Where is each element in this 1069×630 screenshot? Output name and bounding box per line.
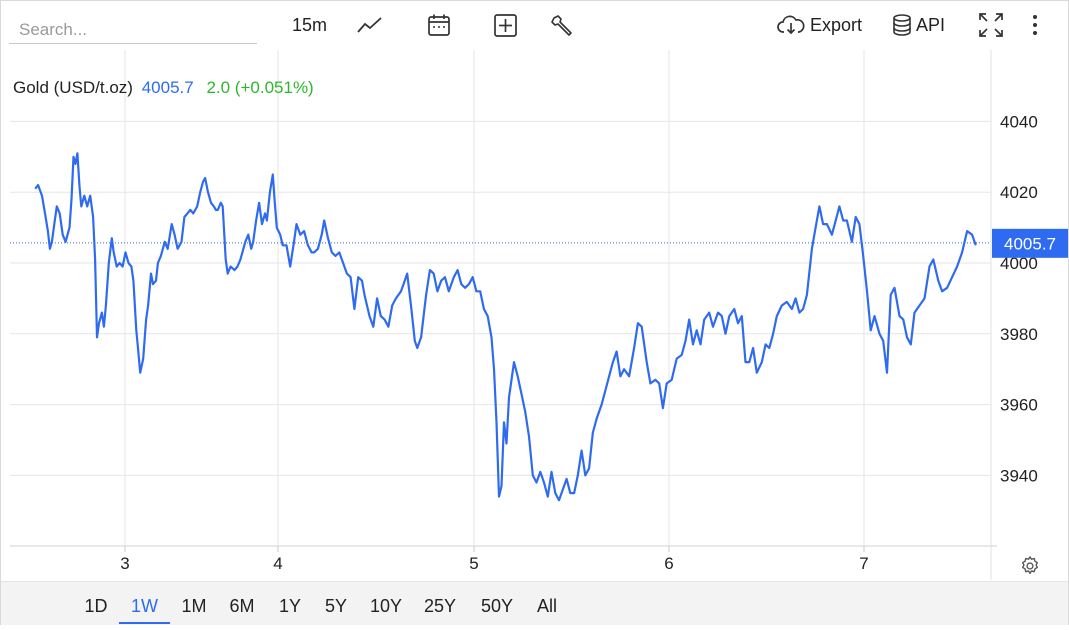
range-5y[interactable]: 5Y bbox=[324, 596, 348, 616]
legend-change: 2.0 (+0.051%) bbox=[206, 78, 314, 97]
x-tick-label: 5 bbox=[469, 554, 478, 573]
x-tick-label: 6 bbox=[664, 554, 673, 573]
range-all[interactable]: All bbox=[536, 596, 557, 616]
range-10y[interactable]: 10Y bbox=[369, 596, 403, 616]
x-tick-label: 7 bbox=[859, 554, 868, 573]
x-tick-label: 4 bbox=[273, 554, 282, 573]
line-chart-icon[interactable] bbox=[357, 10, 383, 40]
range-1d[interactable]: 1D bbox=[84, 596, 108, 616]
y-tick-label: 4020 bbox=[1000, 183, 1038, 202]
range-1m[interactable]: 1M bbox=[181, 596, 207, 616]
legend-instrument-name: Gold (USD/t.oz) bbox=[13, 78, 133, 97]
range-1w[interactable]: 1W bbox=[119, 582, 170, 624]
last-price-badge-label: 4005.7 bbox=[1004, 234, 1056, 253]
plus-box-icon[interactable] bbox=[494, 10, 517, 40]
legend-price: 4005.7 bbox=[141, 78, 194, 97]
api-button[interactable]: API bbox=[892, 10, 945, 40]
y-tick-label: 3960 bbox=[1000, 396, 1038, 415]
y-tick-label: 4040 bbox=[1000, 112, 1038, 131]
range-25y[interactable]: 25Y bbox=[423, 596, 457, 616]
calendar-icon[interactable] bbox=[427, 10, 451, 40]
search-input[interactable] bbox=[9, 13, 257, 44]
database-icon bbox=[893, 14, 911, 36]
x-tick-label: 3 bbox=[120, 554, 129, 573]
settings-gear-icon[interactable] bbox=[1019, 551, 1041, 581]
cloud-download-icon bbox=[777, 15, 805, 35]
y-tick-label: 4000 bbox=[1000, 254, 1038, 273]
y-tick-label: 3940 bbox=[1000, 466, 1038, 485]
range-6m[interactable]: 6M bbox=[229, 596, 255, 616]
range-50y[interactable]: 50Y bbox=[480, 596, 514, 616]
export-label: Export bbox=[810, 14, 863, 35]
price-chart[interactable]: 3940 3960 3980 4000 4020 4040 3 4 5 6 7 4005.7 bbox=[0, 0, 1069, 580]
api-label: API bbox=[916, 14, 946, 35]
price-series-line bbox=[34, 152, 977, 502]
wrench-icon[interactable] bbox=[551, 10, 575, 40]
chart-legend: Gold (USD/t.oz) 4005.7 2.0 (+0.051%) bbox=[13, 78, 314, 98]
last-price-badge bbox=[992, 228, 1068, 258]
fullscreen-icon[interactable] bbox=[978, 10, 1004, 40]
interval-label: 15m bbox=[292, 14, 328, 35]
interval-selector[interactable]: 15m bbox=[292, 10, 327, 40]
y-tick-label: 3980 bbox=[1000, 325, 1038, 344]
export-button[interactable]: Export bbox=[777, 10, 862, 40]
more-vert-icon[interactable] bbox=[1029, 10, 1041, 40]
time-range-bar: 1D 1W 1M 6M 1Y 5Y 10Y 25Y 50Y All bbox=[1, 581, 1068, 625]
range-1y[interactable]: 1Y bbox=[278, 596, 302, 616]
